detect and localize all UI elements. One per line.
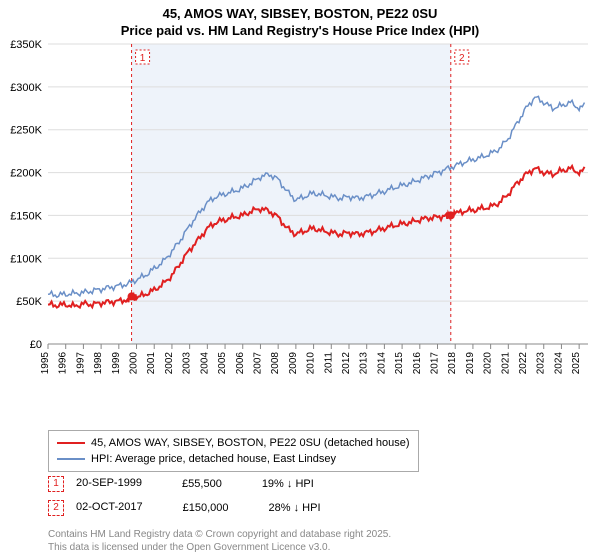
marker-price-2: £150,000 <box>183 502 229 514</box>
svg-text:2005: 2005 <box>217 352 228 375</box>
svg-text:2020: 2020 <box>483 352 494 375</box>
footer-line2: This data is licensed under the Open Gov… <box>48 541 391 554</box>
svg-text:2006: 2006 <box>235 352 246 375</box>
svg-text:2001: 2001 <box>146 352 157 375</box>
svg-text:1998: 1998 <box>93 352 104 375</box>
svg-text:1999: 1999 <box>111 352 122 375</box>
svg-text:2019: 2019 <box>465 352 476 375</box>
svg-text:£50K: £50K <box>16 296 42 308</box>
svg-text:2009: 2009 <box>288 352 299 375</box>
footer-line1: Contains HM Land Registry data © Crown c… <box>48 528 391 541</box>
marker-detail-1: 1 20-SEP-1999 £55,500 19% ↓ HPI <box>48 476 314 492</box>
marker-box-1: 1 <box>48 476 64 492</box>
marker-detail-2: 2 02-OCT-2017 £150,000 28% ↓ HPI <box>48 500 321 516</box>
legend-label: HPI: Average price, detached house, East… <box>91 453 336 465</box>
svg-text:£0: £0 <box>30 339 42 351</box>
svg-text:2014: 2014 <box>376 352 387 375</box>
svg-text:2003: 2003 <box>182 352 193 375</box>
chart-svg: £0£50K£100K£150K£200K£250K£300K£350K1995… <box>48 44 588 384</box>
svg-text:£300K: £300K <box>10 82 42 94</box>
svg-text:1995: 1995 <box>40 352 51 375</box>
marker-box-2: 2 <box>48 500 64 516</box>
legend-swatch <box>57 458 85 460</box>
svg-text:2016: 2016 <box>412 352 423 375</box>
svg-text:1997: 1997 <box>75 352 86 375</box>
svg-text:2000: 2000 <box>129 352 140 375</box>
svg-text:1: 1 <box>140 53 146 64</box>
svg-text:2013: 2013 <box>359 352 370 375</box>
svg-text:2022: 2022 <box>518 352 529 375</box>
marker-date-1: 20-SEP-1999 <box>76 477 142 489</box>
title-line2: Price paid vs. HM Land Registry's House … <box>0 21 600 38</box>
marker-diff-1: 19% ↓ HPI <box>262 478 314 490</box>
svg-text:2002: 2002 <box>164 352 175 375</box>
svg-text:£350K: £350K <box>10 39 42 51</box>
legend-swatch <box>57 442 85 444</box>
svg-text:2011: 2011 <box>323 352 334 374</box>
title-line1: 45, AMOS WAY, SIBSEY, BOSTON, PE22 0SU <box>0 0 600 21</box>
legend-box: 45, AMOS WAY, SIBSEY, BOSTON, PE22 0SU (… <box>48 430 419 472</box>
marker-price-1: £55,500 <box>182 478 222 490</box>
legend-label: 45, AMOS WAY, SIBSEY, BOSTON, PE22 0SU (… <box>91 437 410 449</box>
svg-text:2023: 2023 <box>536 352 547 375</box>
svg-text:1996: 1996 <box>58 352 69 375</box>
footer: Contains HM Land Registry data © Crown c… <box>48 528 391 554</box>
svg-text:2008: 2008 <box>270 352 281 375</box>
svg-text:£100K: £100K <box>10 253 42 265</box>
svg-text:2012: 2012 <box>341 352 352 375</box>
svg-text:2015: 2015 <box>394 352 405 375</box>
marker-date-2: 02-OCT-2017 <box>76 501 143 513</box>
svg-text:2017: 2017 <box>430 352 441 375</box>
svg-text:2004: 2004 <box>199 352 210 375</box>
svg-text:£150K: £150K <box>10 210 42 222</box>
svg-text:2025: 2025 <box>571 352 582 375</box>
svg-text:2018: 2018 <box>447 352 458 375</box>
legend-row: 45, AMOS WAY, SIBSEY, BOSTON, PE22 0SU (… <box>57 435 410 451</box>
svg-text:2: 2 <box>459 53 465 64</box>
svg-text:£250K: £250K <box>10 125 42 137</box>
marker-diff-2: 28% ↓ HPI <box>269 502 321 514</box>
svg-text:2021: 2021 <box>500 352 511 375</box>
svg-text:£200K: £200K <box>10 168 42 180</box>
legend-row: HPI: Average price, detached house, East… <box>57 451 410 467</box>
svg-text:2010: 2010 <box>306 352 317 375</box>
chart-container: 45, AMOS WAY, SIBSEY, BOSTON, PE22 0SU P… <box>0 0 600 560</box>
svg-text:2007: 2007 <box>252 352 263 375</box>
svg-text:2024: 2024 <box>553 352 564 375</box>
